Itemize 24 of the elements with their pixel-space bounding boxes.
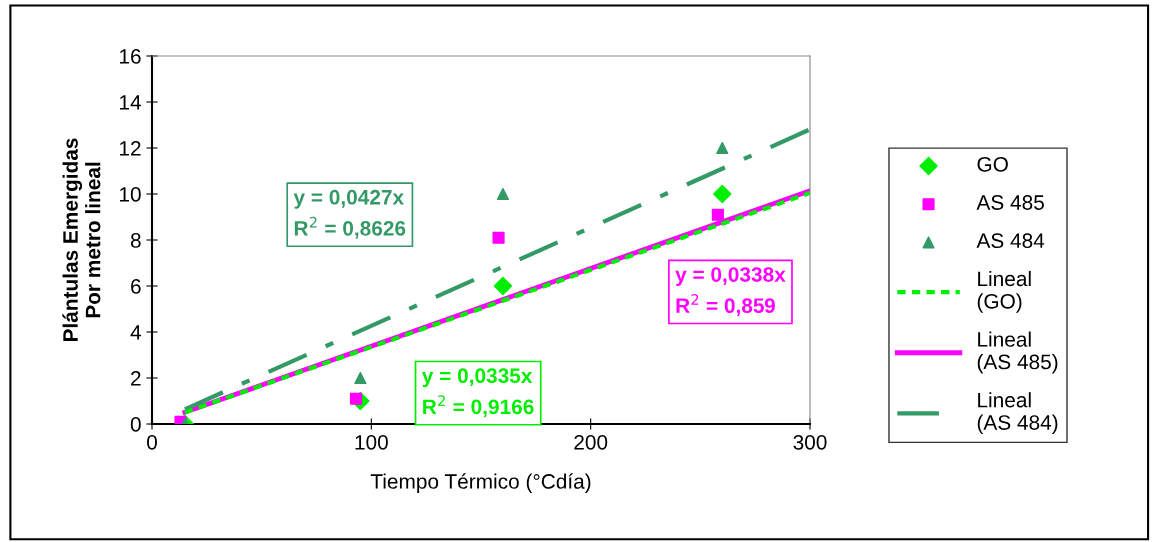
y-tick-label: 4 [130,325,141,340]
y-tick-label: 10 [120,187,141,202]
legend-label: Lineal (GO) [977,270,1031,313]
x-tick-label: 200 [574,434,608,450]
x-tick-label: 300 [793,434,827,450]
x-axis-title: Tiempo Térmico (°Cdía) [370,473,591,493]
y-tick-label: 0 [130,417,141,432]
annotation: y = 0,0338x R$^{2}$ = 0,859 [675,267,786,317]
y-tick-label: 2 [131,371,141,386]
annotation: y = 0,0427x R$^{2}$ = 0,8626 [293,189,406,239]
legend-label: AS 484 [976,233,1045,249]
x-tick-label: 0 [147,434,157,450]
y-tick-label: 16 [120,49,141,64]
y-tick-label: 14 [120,95,141,110]
annotation: y = 0,0335x R$^{2}$ = 0,9166 [421,368,534,418]
x-tick-label: 100 [355,434,388,450]
legend-label: GO [977,156,1008,172]
y-tick-label: 12 [120,141,141,156]
legend-label: Lineal (AS 484) [977,392,1058,434]
legend-label: AS 485 [976,195,1044,210]
legend-label: Lineal (AS 485) [977,331,1058,374]
y-tick-label: 8 [130,233,141,248]
y-axis-title: Plántulas Emergidas Por metro lineal [62,138,101,342]
y-tick-label: 6 [131,279,141,294]
